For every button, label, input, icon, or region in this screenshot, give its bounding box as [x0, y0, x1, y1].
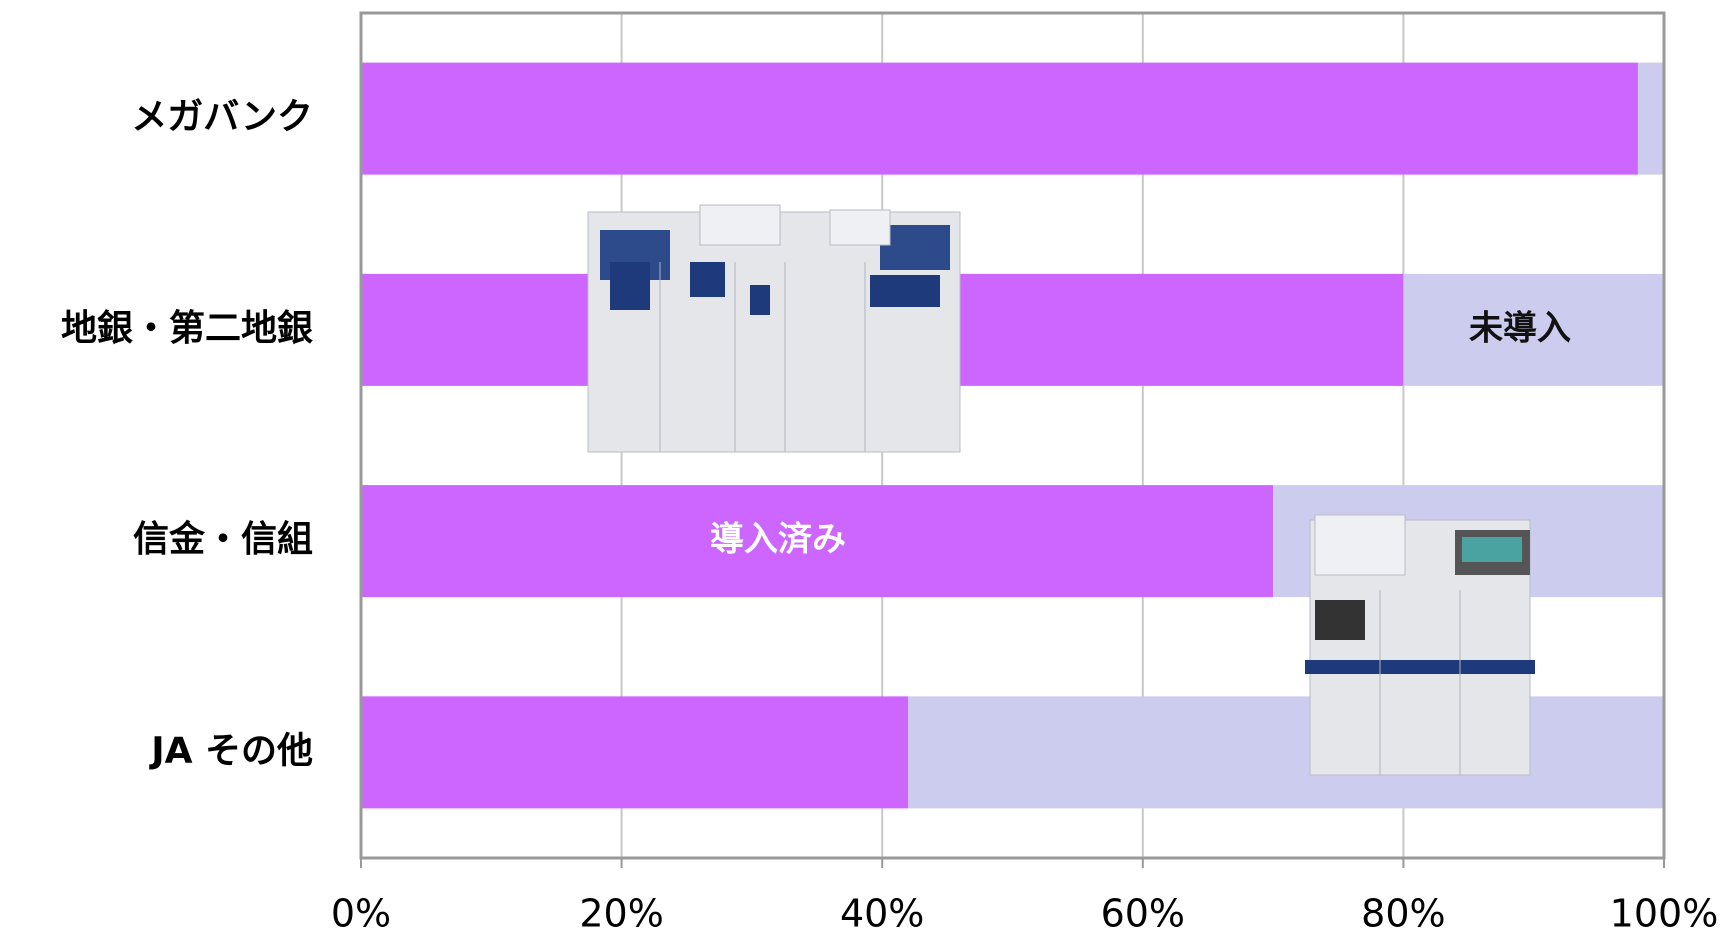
x-tick-label: 0%: [331, 892, 391, 936]
bar-segment: [908, 696, 1664, 809]
bar-segment: [361, 62, 1638, 175]
plot-border: [359, 11, 1666, 860]
bar-segment: [361, 485, 1274, 598]
x-tick-label: 20%: [579, 892, 663, 936]
series-label: 導入済み: [710, 520, 846, 560]
machine-photo-small: [1305, 514, 1535, 776]
bar-segment: [361, 696, 909, 809]
bar-segment: [1637, 62, 1664, 175]
category-label: 信金・信組: [133, 518, 313, 560]
x-tick-label: 40%: [840, 892, 924, 936]
series-label: 未導入: [1469, 308, 1571, 348]
x-tick-label: 80%: [1361, 892, 1445, 936]
category-label: メガバンク: [131, 97, 313, 138]
machine-photo-large: [587, 204, 961, 453]
bar-segment: [1403, 273, 1664, 386]
category-label: 地銀・第二地銀: [61, 308, 313, 349]
product-photos: [587, 204, 1535, 776]
x-tick-label: 60%: [1101, 892, 1185, 936]
x-tick-label: 100%: [1610, 892, 1719, 936]
category-label: JA その他: [148, 730, 313, 771]
